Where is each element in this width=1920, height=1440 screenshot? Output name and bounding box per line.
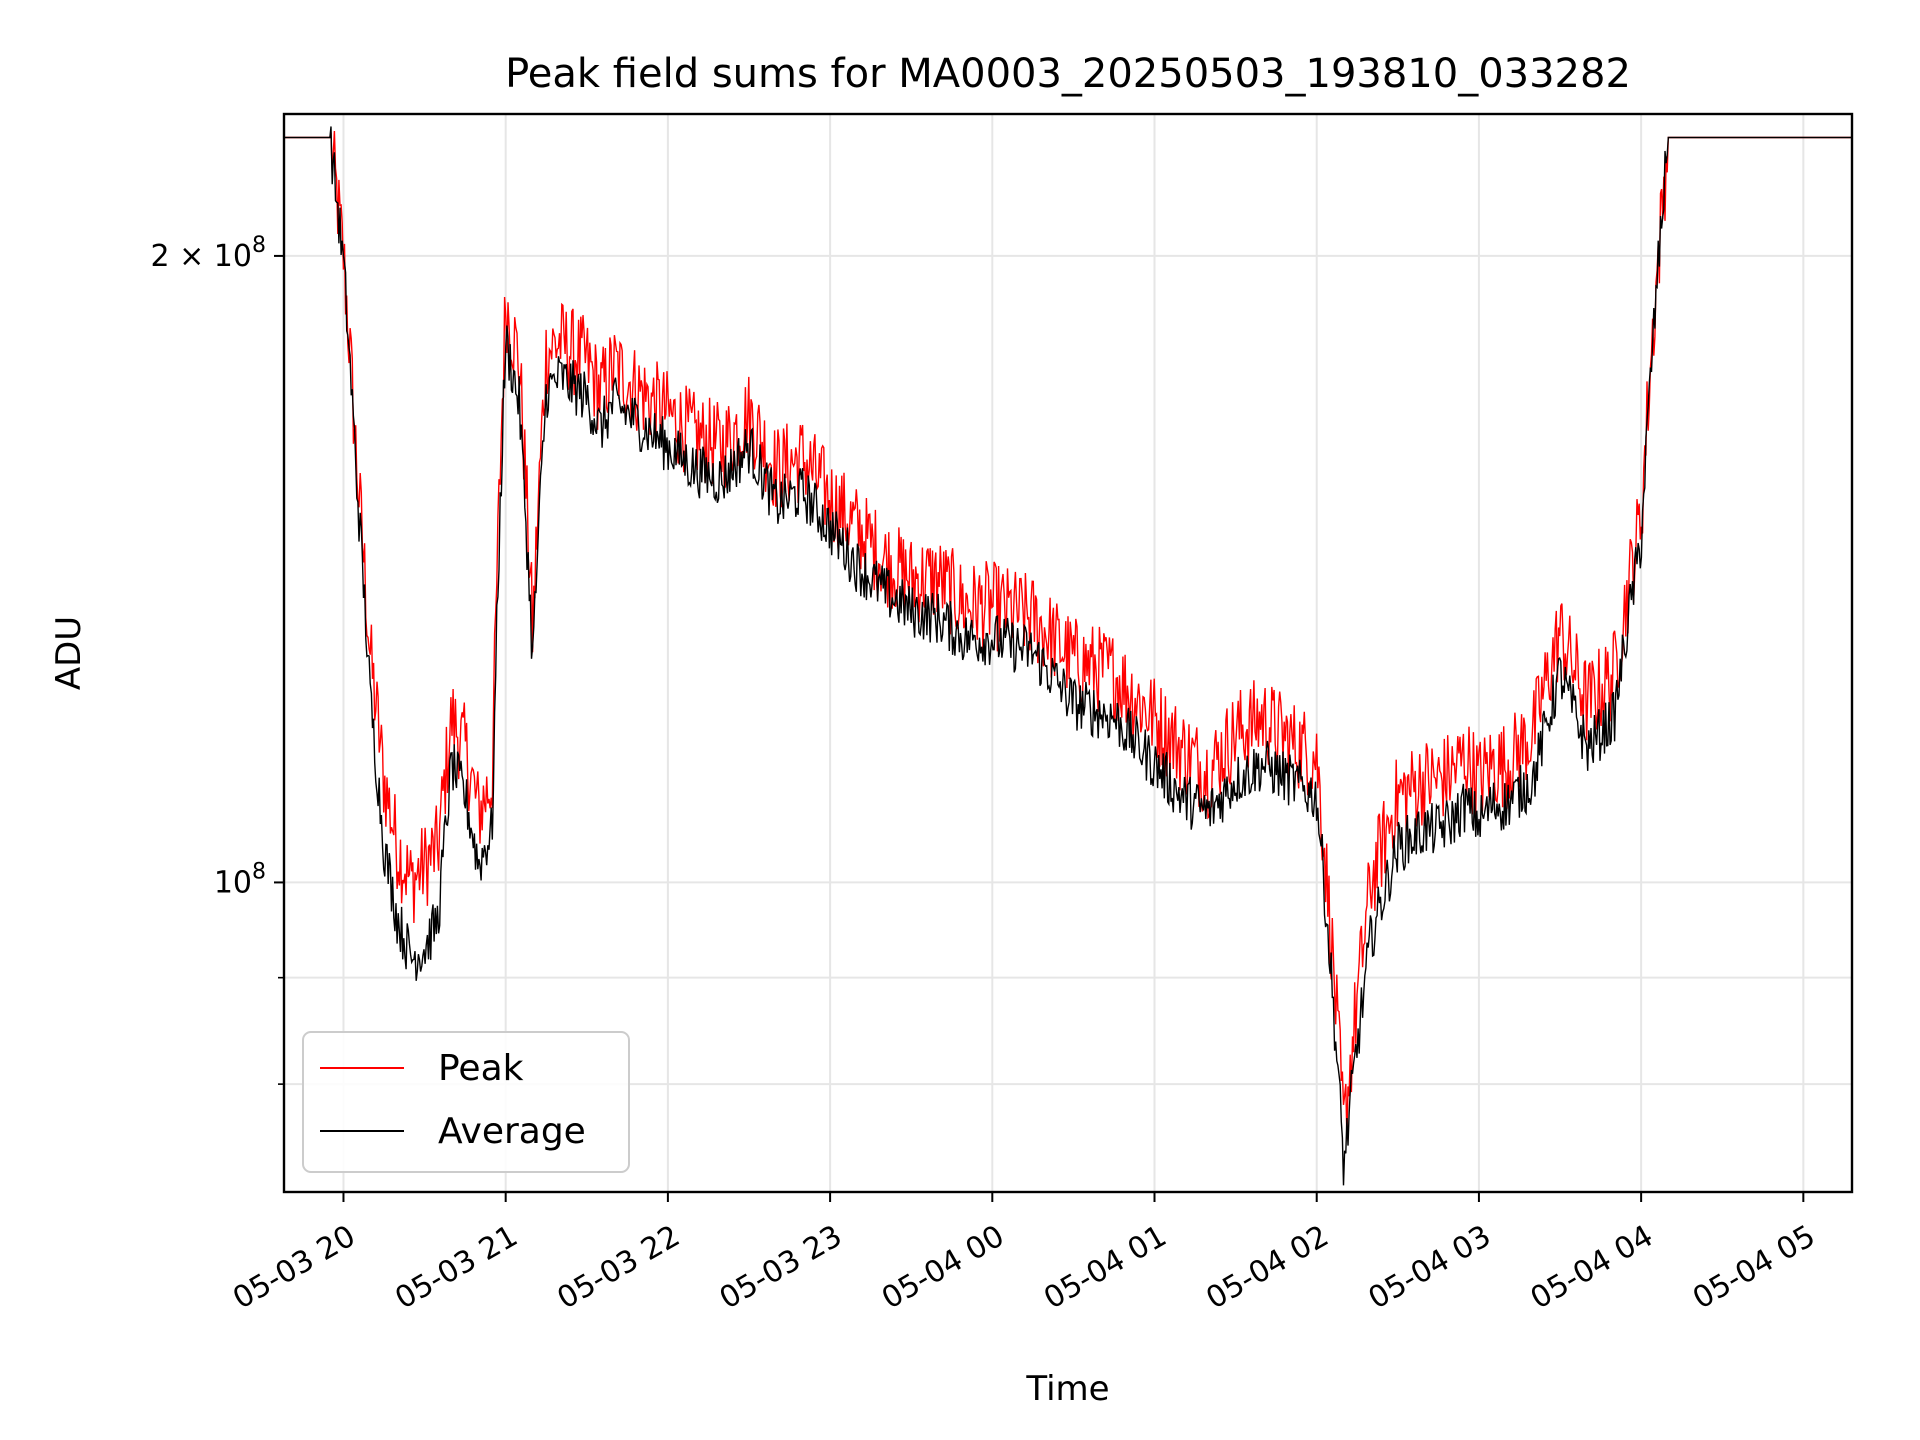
plot-frame: [282, 112, 1854, 1194]
legend-label-peak: Peak: [438, 1048, 524, 1089]
x-axis-label: Time: [1025, 1369, 1109, 1409]
legend-label-average: Average: [438, 1111, 586, 1152]
y-tick-label: 108: [214, 859, 266, 900]
y-tick-label: 2 × 108: [151, 233, 266, 274]
series-line-peak: [284, 130, 1852, 1140]
legend: Peak Average: [302, 1031, 630, 1173]
chart-title: Peak field sums for MA0003_20250503_1938…: [505, 51, 1631, 97]
y-axis-ticks: 2 × 108 108: [151, 233, 284, 1085]
series-layer: [284, 126, 1852, 1186]
y-axis-label: ADU: [49, 616, 89, 690]
grid: [284, 114, 1852, 1192]
series-line-average: [284, 126, 1852, 1186]
